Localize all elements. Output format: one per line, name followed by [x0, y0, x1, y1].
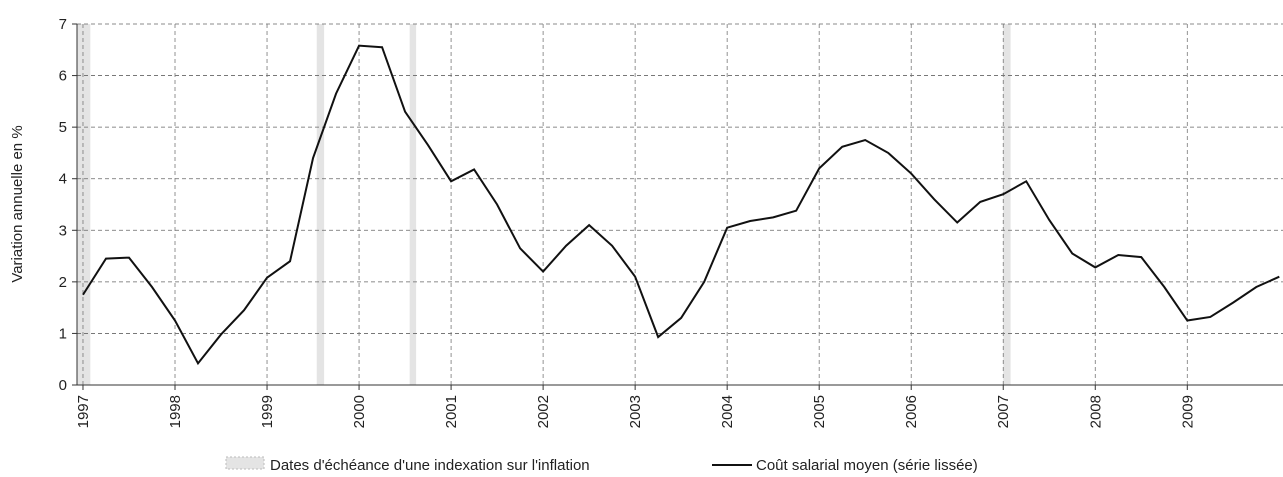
y-tick-label: 1: [59, 325, 67, 342]
y-tick-label: 0: [59, 377, 67, 394]
legend-band-swatch: [225, 456, 265, 470]
x-tick-label: 2000: [351, 395, 368, 428]
legend-label: Coût salarial moyen (série lissée): [756, 457, 978, 474]
x-tick-label: 1998: [167, 395, 184, 428]
x-tick-label: 1999: [259, 395, 276, 428]
indexation-band: [409, 24, 417, 385]
y-tick-label: 5: [59, 119, 67, 136]
x-tick-label: 2008: [1087, 395, 1104, 428]
x-tick-label: 2003: [627, 395, 644, 428]
y-tick-label: 7: [59, 16, 67, 33]
x-tick-label: 1997: [75, 395, 92, 428]
x-tick-label: 2009: [1179, 395, 1196, 428]
y-tick-label: 2: [59, 274, 67, 291]
indexation-band: [316, 24, 325, 385]
x-tick-label: 2002: [535, 395, 552, 428]
y-tick-label: 6: [59, 68, 67, 85]
x-tick-label: 2006: [903, 395, 920, 428]
x-tick-label: 2005: [811, 395, 828, 428]
x-tick-label: 2001: [443, 395, 460, 428]
y-tick-label: 3: [59, 222, 67, 239]
indexation-band: [1003, 24, 1011, 385]
legend-label: Dates d'échéance d'une indexation sur l'…: [270, 457, 590, 474]
y-tick-label: 4: [59, 171, 67, 188]
x-tick-label: 2004: [719, 395, 736, 428]
indexation-band: [77, 24, 91, 385]
y-axis-label: Variation annuelle en %: [9, 125, 26, 282]
x-tick-label: 2007: [995, 395, 1012, 428]
series-line: [82, 44, 1280, 366]
